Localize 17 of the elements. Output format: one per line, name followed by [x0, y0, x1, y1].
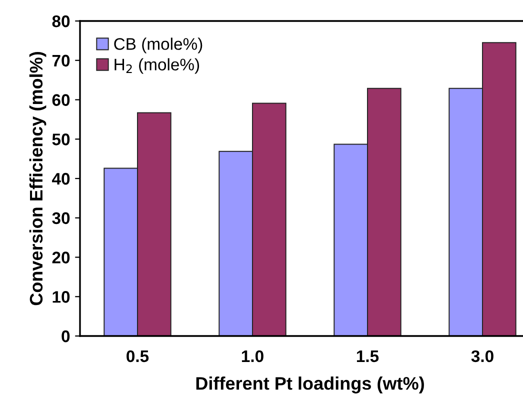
- x-axis-title: Different Pt loadings (wt%): [196, 376, 424, 394]
- y-tick-label: 50: [52, 134, 70, 146]
- y-tick-label: 60: [52, 94, 70, 106]
- x-tick-label: 1.0: [242, 350, 264, 362]
- legend-label: H$_{2}$ (mole%): [114, 58, 200, 74]
- x-tick-label: 3.0: [471, 350, 494, 362]
- y-tick-label: 0: [62, 330, 70, 342]
- x-tick-label: 0.5: [126, 350, 149, 362]
- y-tick-label: 40: [52, 172, 70, 185]
- y-tick-label: 80: [52, 15, 70, 28]
- y-tick-label: 30: [52, 212, 70, 224]
- y-tick-label: 10: [52, 291, 70, 303]
- x-tick-label: 1.5: [356, 350, 379, 362]
- y-axis-title: Conversion Efficiency (mol%): [29, 52, 46, 306]
- legend-label: CB (mole%): [114, 38, 202, 54]
- y-tick-label: 70: [52, 54, 70, 67]
- y-tick-label: 20: [52, 252, 70, 264]
